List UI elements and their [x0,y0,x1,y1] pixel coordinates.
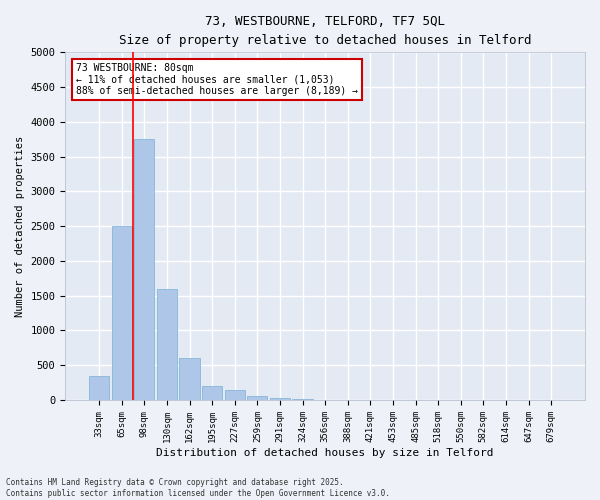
X-axis label: Distribution of detached houses by size in Telford: Distribution of detached houses by size … [157,448,494,458]
Bar [157,288,177,400]
Text: Contains HM Land Registry data © Crown copyright and database right 2025.
Contai: Contains HM Land Registry data © Crown c… [6,478,390,498]
Bar [270,398,290,400]
Bar [89,376,109,400]
Bar [247,396,268,400]
Title: 73, WESTBOURNE, TELFORD, TF7 5QL
Size of property relative to detached houses in: 73, WESTBOURNE, TELFORD, TF7 5QL Size of… [119,15,532,47]
Bar [224,390,245,400]
Text: 73 WESTBOURNE: 80sqm
← 11% of detached houses are smaller (1,053)
88% of semi-de: 73 WESTBOURNE: 80sqm ← 11% of detached h… [76,63,358,96]
Y-axis label: Number of detached properties: Number of detached properties [15,136,25,317]
Bar [179,358,200,400]
Bar [202,386,222,400]
Bar [134,139,154,400]
Bar [112,226,132,400]
